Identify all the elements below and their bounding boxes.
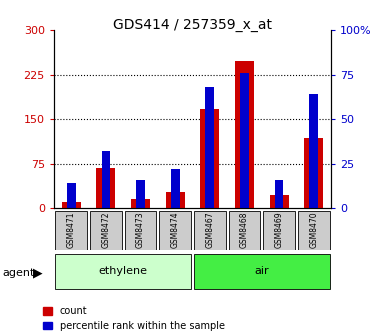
Text: agent: agent [2,268,34,278]
Bar [304,138,323,208]
Bar [275,180,283,208]
FancyBboxPatch shape [263,211,295,250]
FancyBboxPatch shape [55,211,87,250]
Text: GSM8471: GSM8471 [67,212,76,248]
Text: GSM8468: GSM8468 [240,212,249,248]
Text: GSM8469: GSM8469 [275,212,284,249]
FancyBboxPatch shape [298,211,330,250]
FancyBboxPatch shape [194,211,226,250]
Bar [240,73,249,208]
Bar [136,180,145,208]
FancyBboxPatch shape [90,211,122,250]
Text: GDS414 / 257359_x_at: GDS414 / 257359_x_at [113,18,272,33]
Bar [62,202,81,208]
FancyBboxPatch shape [125,211,156,250]
Bar [166,192,185,208]
Bar [171,169,179,208]
FancyBboxPatch shape [194,254,330,289]
Legend: count, percentile rank within the sample: count, percentile rank within the sample [44,306,225,331]
Bar [270,195,289,208]
Bar [206,87,214,208]
FancyBboxPatch shape [55,254,191,289]
Bar [310,94,318,208]
Text: ethylene: ethylene [99,266,148,276]
Bar [96,168,116,208]
Text: GSM8472: GSM8472 [101,212,110,248]
Bar [131,200,150,208]
Bar [67,183,75,208]
FancyBboxPatch shape [159,211,191,250]
Bar [235,61,254,208]
Text: ▶: ▶ [33,266,42,279]
Bar [102,151,110,208]
Text: air: air [254,266,269,276]
Text: GSM8467: GSM8467 [205,212,214,249]
Bar [200,109,219,208]
Text: GSM8470: GSM8470 [309,212,318,249]
Text: GSM8473: GSM8473 [136,212,145,249]
FancyBboxPatch shape [229,211,260,250]
Text: GSM8474: GSM8474 [171,212,180,249]
